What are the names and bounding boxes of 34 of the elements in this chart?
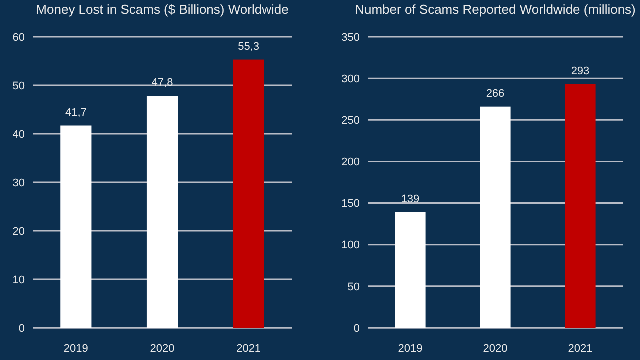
x-tick-label: 2020 (483, 343, 508, 355)
y-tick-label: 100 (342, 240, 360, 252)
y-tick-label: 0 (354, 322, 360, 335)
y-tick-label: 20 (12, 226, 25, 238)
x-tick-label: 2020 (150, 343, 175, 355)
y-tick-label: 30 (12, 177, 25, 190)
x-tick-label: 2019 (64, 343, 88, 355)
data-label: 139 (401, 193, 420, 206)
data-label: 55,3 (238, 40, 260, 53)
chart-title: Number of Scams Reported Worldwide (millions) (355, 2, 636, 17)
y-tick-label: 50 (348, 281, 360, 294)
y-tick-label: 0 (18, 322, 25, 335)
x-tick-label: 2019 (398, 343, 423, 355)
data-label: 266 (486, 88, 505, 100)
y-tick-label: 300 (342, 73, 360, 86)
bar (480, 106, 511, 328)
y-tick-label: 250 (342, 114, 360, 127)
bar (565, 84, 596, 328)
bar (395, 212, 426, 328)
chart-title: Money Lost in Scams ($ Billions) Worldwide (36, 2, 289, 17)
bar (146, 96, 178, 328)
data-label: 293 (571, 65, 590, 78)
x-tick-label: 2021 (568, 343, 593, 355)
bar (60, 126, 92, 328)
y-tick-label: 10 (12, 274, 25, 286)
y-tick-label: 150 (342, 198, 360, 210)
y-tick-label: 200 (342, 156, 360, 169)
data-label: 41,7 (65, 106, 87, 119)
bar (233, 60, 264, 328)
y-tick-label: 40 (12, 128, 25, 141)
y-tick-label: 60 (12, 32, 25, 44)
y-tick-label: 50 (12, 80, 25, 92)
x-tick-label: 2021 (236, 343, 262, 355)
y-tick-label: 350 (342, 32, 360, 44)
